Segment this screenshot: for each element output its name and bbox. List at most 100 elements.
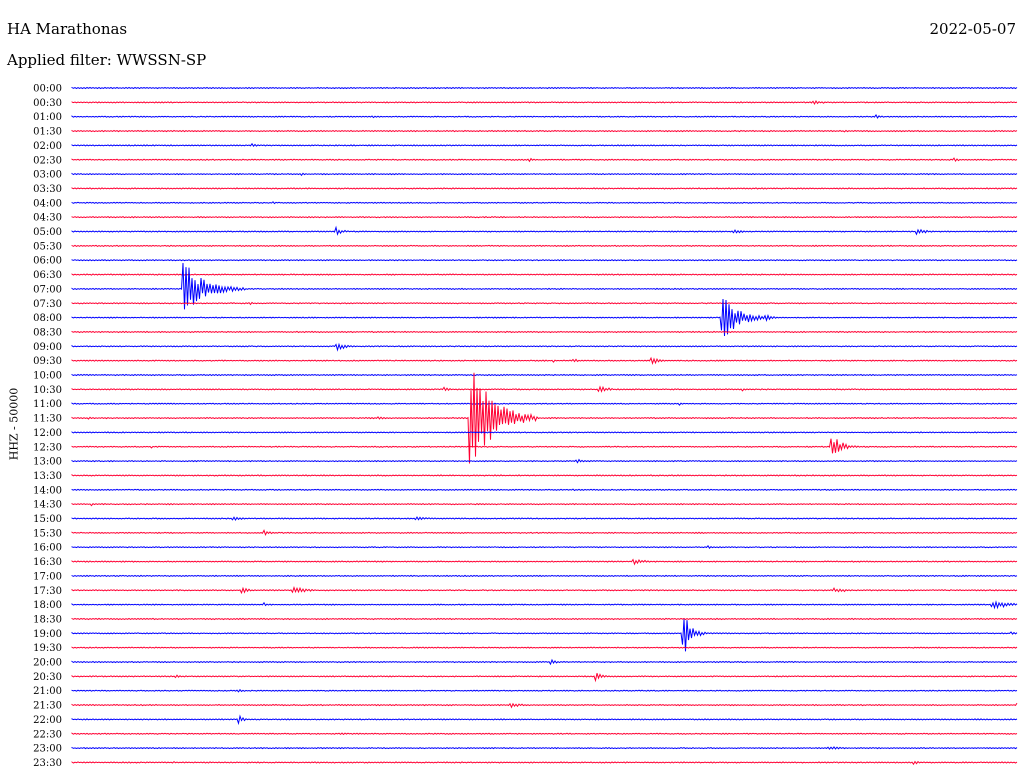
row-time-label: 01:30 xyxy=(33,127,62,138)
trace-line xyxy=(71,215,1018,219)
trace-line xyxy=(71,385,1018,393)
row-time-label: 21:30 xyxy=(33,701,62,712)
trace-line xyxy=(71,544,1018,549)
trace-line xyxy=(71,259,1018,262)
trace-line xyxy=(71,342,1018,352)
trace-line xyxy=(71,356,1018,365)
row-time-label: 23:00 xyxy=(33,744,62,755)
row-time-label: 16:00 xyxy=(33,543,62,554)
row-time-label: 18:30 xyxy=(33,614,62,625)
trace-line xyxy=(71,438,1018,454)
trace-line xyxy=(71,516,1018,521)
trace-line xyxy=(71,574,1018,578)
row-time-label: 11:00 xyxy=(33,399,62,410)
row-time-label: 03:30 xyxy=(33,184,62,195)
trace-line xyxy=(71,558,1018,566)
trace-line xyxy=(71,431,1018,434)
trace-line xyxy=(71,301,1018,306)
date-label: 2022-05-07 xyxy=(929,20,1016,38)
row-time-label: 07:30 xyxy=(33,299,62,310)
row-time-label: 12:00 xyxy=(33,428,62,439)
trace-line xyxy=(71,129,1018,133)
trace-line xyxy=(71,262,1018,310)
trace-line xyxy=(71,474,1018,477)
station-title: HA Marathonas xyxy=(7,20,128,38)
trace-line xyxy=(71,600,1018,610)
row-time-label: 06:00 xyxy=(33,256,62,267)
row-time-label: 21:00 xyxy=(33,686,62,697)
trace-line xyxy=(71,298,1018,337)
trace-line xyxy=(71,225,1018,236)
row-time-label: 22:30 xyxy=(33,729,62,740)
row-time-label: 16:30 xyxy=(33,557,62,568)
row-time-label: 17:00 xyxy=(33,571,62,582)
trace-line xyxy=(71,330,1018,334)
row-time-label: 10:30 xyxy=(33,385,62,396)
row-time-label: 19:30 xyxy=(33,643,62,654)
row-time-label: 08:30 xyxy=(33,327,62,338)
row-time-label: 06:30 xyxy=(33,270,62,281)
trace-line xyxy=(71,617,1018,621)
row-time-label: 09:30 xyxy=(33,356,62,367)
trace-line xyxy=(71,760,1018,766)
trace-line xyxy=(71,732,1018,736)
row-time-label: 04:00 xyxy=(33,198,62,209)
row-time-label: 03:00 xyxy=(33,170,62,181)
trace-line xyxy=(71,646,1018,649)
trace-line xyxy=(71,402,1018,406)
row-time-label: 01:00 xyxy=(33,112,62,123)
trace-line xyxy=(71,746,1018,750)
filter-label: Applied filter: WWSSN-SP xyxy=(7,51,207,69)
row-time-label: 22:00 xyxy=(33,715,62,726)
row-time-label: 08:00 xyxy=(33,313,62,324)
row-time-label: 19:00 xyxy=(33,629,62,640)
row-time-label: 14:30 xyxy=(33,500,62,511)
trace-line xyxy=(71,187,1018,190)
row-time-label: 13:30 xyxy=(33,471,62,482)
row-time-label: 14:00 xyxy=(33,485,62,496)
trace-line xyxy=(71,502,1018,507)
trace-line xyxy=(71,157,1018,163)
trace-line xyxy=(71,688,1018,693)
trace-line xyxy=(71,373,1018,377)
trace-line xyxy=(71,458,1018,464)
row-time-label: 12:30 xyxy=(33,442,62,453)
trace-line xyxy=(71,702,1018,709)
row-time-label: 23:30 xyxy=(33,758,62,769)
row-time-label: 05:30 xyxy=(33,241,62,252)
row-time-label: 07:00 xyxy=(33,284,62,295)
trace-line xyxy=(71,273,1018,276)
trace-line xyxy=(71,114,1018,119)
trace-line xyxy=(71,658,1018,666)
trace-line xyxy=(71,529,1018,536)
trace-line xyxy=(71,142,1018,148)
row-time-label: 02:00 xyxy=(33,141,62,152)
row-time-label: 18:00 xyxy=(33,600,62,611)
row-time-label: 10:00 xyxy=(33,371,62,382)
row-time-label: 15:00 xyxy=(33,514,62,525)
row-time-label: 00:30 xyxy=(33,98,62,109)
row-time-label: 15:30 xyxy=(33,528,62,539)
trace-line xyxy=(71,244,1018,248)
trace-line xyxy=(71,714,1018,726)
trace-line xyxy=(71,372,1018,464)
row-time-label: 02:30 xyxy=(33,155,62,166)
trace-line xyxy=(71,619,1018,652)
row-time-label: 00:00 xyxy=(33,84,62,95)
row-time-label: 13:00 xyxy=(33,457,62,468)
row-time-label: 05:00 xyxy=(33,227,62,238)
row-time-label: 17:30 xyxy=(33,586,62,597)
row-time-label: 20:30 xyxy=(33,672,62,683)
trace-line xyxy=(71,99,1018,105)
trace-line xyxy=(71,673,1018,683)
row-time-label: 20:00 xyxy=(33,658,62,669)
trace-line xyxy=(71,201,1018,205)
row-time-label: 09:00 xyxy=(33,342,62,353)
row-time-label: 11:30 xyxy=(33,414,62,425)
trace-line xyxy=(71,488,1018,492)
trace-line xyxy=(71,172,1018,177)
trace-line xyxy=(71,86,1018,90)
row-time-label: 04:30 xyxy=(33,213,62,224)
trace-line xyxy=(71,586,1018,595)
